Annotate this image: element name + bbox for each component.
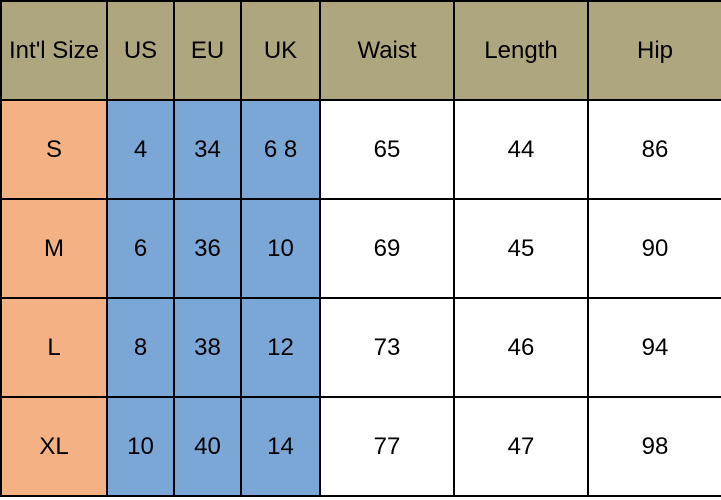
cell-hip: 86 [588,100,721,199]
cell-waist: 65 [320,100,454,199]
cell-length: 45 [454,199,588,298]
cell-eu: 34 [174,100,241,199]
cell-hip: 90 [588,199,721,298]
header-intl-size: Int'l Size [1,1,107,100]
header-length: Length [454,1,588,100]
header-us: US [107,1,174,100]
header-uk: UK [241,1,320,100]
cell-eu: 40 [174,397,241,496]
size-chart-table: Int'l Size US EU UK Waist Length Hip S 4… [0,0,721,497]
cell-length: 44 [454,100,588,199]
cell-eu: 36 [174,199,241,298]
cell-uk: 6 8 [241,100,320,199]
cell-hip: 94 [588,298,721,397]
cell-waist: 77 [320,397,454,496]
cell-hip: 98 [588,397,721,496]
table-row: S 4 34 6 8 65 44 86 [1,100,721,199]
cell-intl: S [1,100,107,199]
cell-uk: 12 [241,298,320,397]
cell-us: 8 [107,298,174,397]
cell-uk: 10 [241,199,320,298]
cell-us: 10 [107,397,174,496]
table-row: L 8 38 12 73 46 94 [1,298,721,397]
cell-length: 47 [454,397,588,496]
cell-eu: 38 [174,298,241,397]
cell-uk: 14 [241,397,320,496]
cell-us: 6 [107,199,174,298]
table-row: XL 10 40 14 77 47 98 [1,397,721,496]
cell-intl: M [1,199,107,298]
cell-length: 46 [454,298,588,397]
cell-intl: L [1,298,107,397]
cell-us: 4 [107,100,174,199]
cell-waist: 69 [320,199,454,298]
header-waist: Waist [320,1,454,100]
header-eu: EU [174,1,241,100]
cell-intl: XL [1,397,107,496]
header-hip: Hip [588,1,721,100]
header-row: Int'l Size US EU UK Waist Length Hip [1,1,721,100]
cell-waist: 73 [320,298,454,397]
table-row: M 6 36 10 69 45 90 [1,199,721,298]
